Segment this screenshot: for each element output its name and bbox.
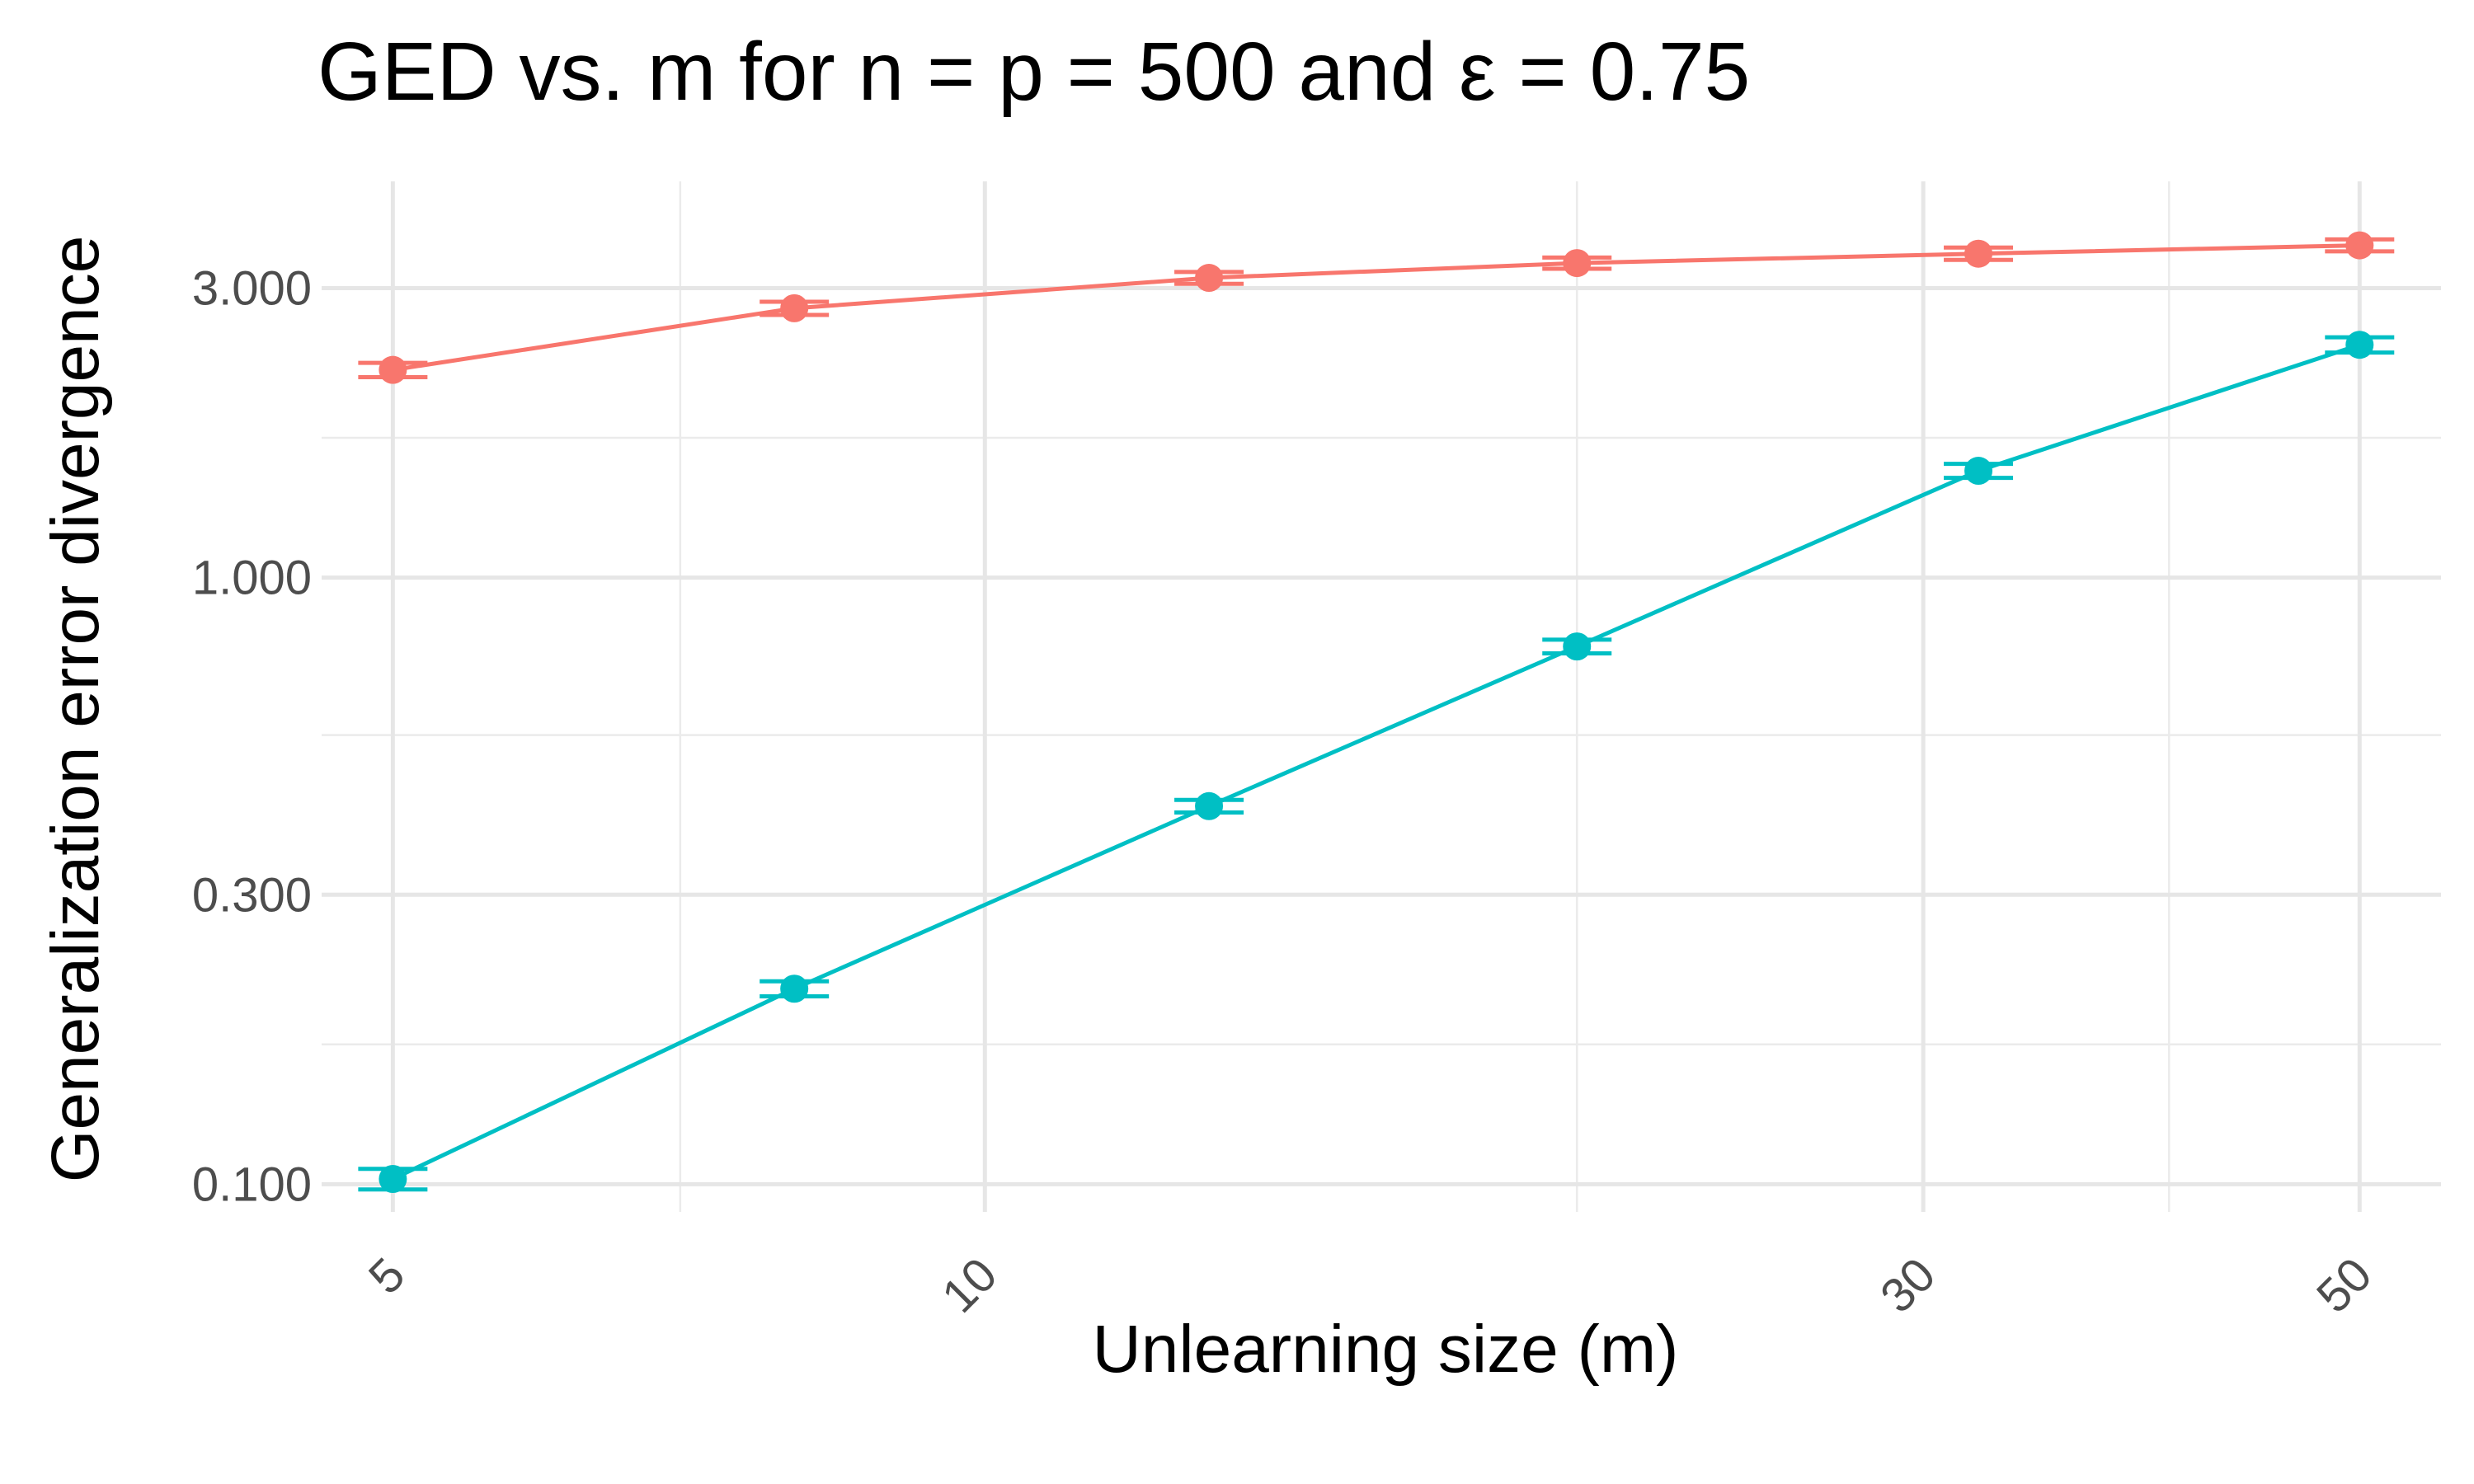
data-point: [379, 1165, 407, 1194]
series-line-1: [392, 243, 2360, 373]
data-point: [2345, 231, 2374, 260]
data-point: [1195, 264, 1224, 293]
series-line-2: [392, 342, 2361, 1181]
data-point: [780, 974, 809, 1003]
y-tick-label: 0.300: [192, 868, 312, 922]
y-tick-label: 3.000: [192, 262, 312, 316]
data-point: [1563, 632, 1592, 661]
data-point: [1964, 457, 1993, 486]
y-axis-label: Generalization error divergence: [38, 235, 113, 1183]
data-point: [1964, 239, 1993, 268]
x-axis-label: Unlearning size (m): [1092, 1312, 1679, 1387]
data-point: [379, 355, 407, 384]
data-point: [780, 294, 809, 322]
x-tick-label: 5: [359, 1247, 416, 1304]
data-point: [2345, 331, 2374, 359]
y-tick-label: 0.100: [192, 1158, 312, 1211]
data-point: [1563, 249, 1592, 278]
data-point: [1195, 791, 1224, 820]
y-tick-label: 1.000: [192, 552, 312, 605]
chart-title: GED vs. m for n = p = 500 and ε = 0.75: [317, 26, 1751, 118]
